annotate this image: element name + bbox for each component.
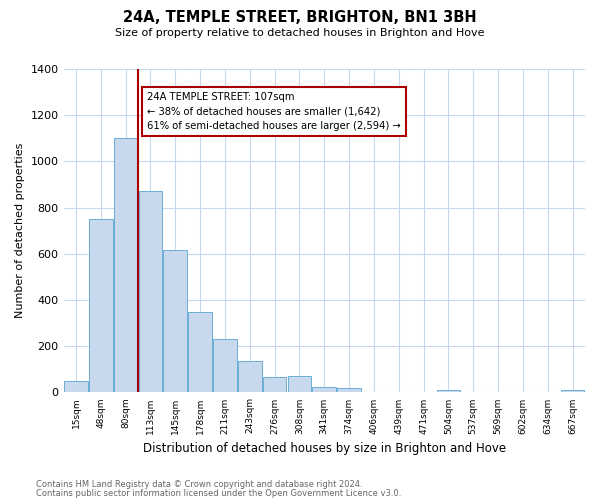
Text: Contains HM Land Registry data © Crown copyright and database right 2024.: Contains HM Land Registry data © Crown c… [36, 480, 362, 489]
Bar [89, 219, 113, 392]
X-axis label: Distribution of detached houses by size in Brighton and Hove: Distribution of detached houses by size … [143, 442, 506, 455]
Bar [238, 361, 262, 392]
Bar [263, 378, 286, 392]
Bar [561, 390, 584, 392]
Bar [139, 192, 162, 392]
Bar [163, 250, 187, 392]
Bar [213, 340, 237, 392]
Bar [337, 388, 361, 392]
Text: Contains public sector information licensed under the Open Government Licence v3: Contains public sector information licen… [36, 489, 401, 498]
Bar [287, 376, 311, 392]
Text: 24A, TEMPLE STREET, BRIGHTON, BN1 3BH: 24A, TEMPLE STREET, BRIGHTON, BN1 3BH [123, 10, 477, 25]
Text: Size of property relative to detached houses in Brighton and Hove: Size of property relative to detached ho… [115, 28, 485, 38]
Text: 24A TEMPLE STREET: 107sqm
← 38% of detached houses are smaller (1,642)
61% of se: 24A TEMPLE STREET: 107sqm ← 38% of detac… [147, 92, 401, 131]
Bar [437, 390, 460, 392]
Bar [64, 381, 88, 392]
Bar [313, 386, 336, 392]
Bar [114, 138, 137, 392]
Y-axis label: Number of detached properties: Number of detached properties [15, 143, 25, 318]
Bar [188, 312, 212, 392]
